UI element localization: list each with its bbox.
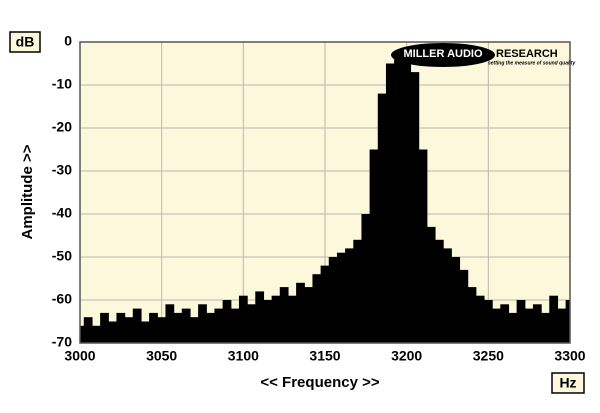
spectrum-bin [279,287,289,343]
spectrum-bin [320,265,330,343]
y-tick-label: -70 [52,334,72,350]
spectrum-bin [157,317,167,343]
spectrum-bin [565,300,570,343]
spectrum-bin [492,308,501,343]
spectrum-bin [426,226,436,343]
spectrum-bin [336,252,346,343]
spectrum-bin [222,300,232,343]
spectrum-bin [524,308,534,343]
spectrum-bin [312,274,322,343]
spectrum-bin [500,304,510,343]
y-tick-label: -60 [52,291,72,307]
spectrum-bin [345,248,354,343]
plot-frame [79,41,571,344]
spectrum-bin [361,214,371,343]
spectrum-bin [198,304,207,343]
y-tick-label: -10 [52,76,72,92]
spectrum-bin [475,295,485,343]
y-tick-label: -30 [52,162,72,178]
x-tick-label: 3000 [64,348,95,364]
spectrum-bin [287,295,297,343]
spectrum-bin [353,239,363,343]
spectrum-bin [83,317,93,343]
spectrum-bin [467,287,477,343]
spectrum-bin [238,295,248,343]
spectrum-bin [410,72,420,343]
spectrum-bin [100,312,109,343]
spectrum-bin [271,295,281,343]
y-axis-label: Amplitude >> [19,144,36,239]
y-unit: dB [16,34,35,50]
logo-name: MILLER AUDIO [403,48,482,60]
spectrum [80,54,570,344]
spectrum-bin [557,308,567,343]
spectrum-bin [459,269,469,343]
x-unit-box [551,372,585,394]
spectrum-bin [247,304,256,343]
spectrum-bin [532,304,542,343]
spectrum-bin [91,325,101,343]
spectrum-bin [385,63,395,343]
spectrum-bin [189,317,199,343]
x-unit: Hz [559,375,576,391]
x-tick-label: 3100 [228,348,259,364]
y-tick-label: -20 [52,119,72,135]
spectrum-bin [434,239,444,343]
spectrum-bin [116,312,126,343]
y-tick-label: 0 [64,33,72,49]
spectrum-bin [483,300,493,343]
spectrum-bin [549,295,559,343]
spectrum-bin [140,321,150,343]
y-tick-label: -40 [52,205,72,221]
y-unit-box [9,31,41,53]
spectrum-bin [214,308,224,343]
spectrum-bin [377,93,387,343]
spectrum-bin [508,312,518,343]
logo-name2: RESEARCH [496,48,558,60]
spectrum-bin [418,149,428,343]
logo-tagline: setting the measure of sound quality [488,60,575,66]
spectrum-bin [80,325,85,343]
spectrum-bin [124,317,134,343]
spectrum-bin [402,54,412,344]
spectrum-bin [165,304,175,343]
x-tick-label: 3150 [309,348,340,364]
spectrum-bin [255,291,265,343]
spectrum-bin [149,312,158,343]
x-tick-label: 3300 [554,348,585,364]
spectrum-bin [263,300,273,343]
spectrum-bin [369,149,379,343]
x-tick-label: 3200 [391,348,422,364]
y-tick-label: -50 [52,248,72,264]
x-tick-label: 3050 [146,348,177,364]
x-tick-label: 3250 [473,348,504,364]
logo-ellipse [391,43,495,67]
spectrum-bin [304,287,314,343]
x-axis-label: << Frequency >> [260,374,379,391]
spectrum-bin [394,59,403,343]
spectrum-bin [443,248,452,343]
spectrum-bin [296,282,305,343]
spectrum-bin [451,257,461,343]
spectrum-bin [328,257,338,343]
spectrum-bin [206,312,216,343]
spectrum-bin [173,312,183,343]
spectrum-bin [541,312,550,343]
spectrum-bin [181,308,191,343]
spectrum-bin [516,300,526,343]
spectrum-bin [230,308,240,343]
logo: MILLER AUDIO RESEARCH setting the measur… [391,43,575,67]
spectrum-bin [132,308,142,343]
spectrum-bin [108,321,118,343]
